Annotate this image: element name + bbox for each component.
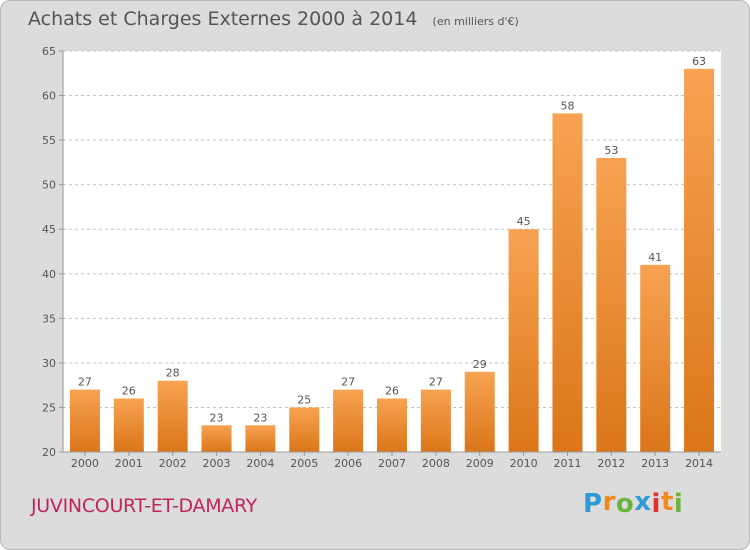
y-tick-label: 50 bbox=[42, 179, 56, 192]
logo-letter: P bbox=[583, 489, 603, 519]
bar bbox=[289, 407, 320, 452]
bar-value-label: 45 bbox=[517, 215, 531, 228]
title-row: Achats et Charges Externes 2000 à 2014 (… bbox=[28, 8, 519, 30]
bar-value-label: 23 bbox=[253, 411, 267, 424]
x-tick-label: 2012 bbox=[597, 457, 625, 470]
logo-letter: r bbox=[602, 487, 616, 517]
bar bbox=[377, 398, 407, 452]
bar bbox=[157, 380, 188, 452]
bar bbox=[245, 425, 276, 452]
y-tick-label: 35 bbox=[42, 312, 56, 325]
x-tick-label: 2002 bbox=[159, 457, 187, 470]
y-tick-label: 45 bbox=[42, 223, 56, 236]
bar-value-label: 27 bbox=[341, 376, 355, 389]
bars: 27 26 28 23 23 25 27 26 27 29 45 58 53 41 63 bbox=[69, 55, 715, 453]
y-tick-label: 40 bbox=[42, 268, 56, 281]
bar-value-label: 63 bbox=[692, 55, 706, 68]
x-tick-label: 2003 bbox=[203, 457, 231, 470]
x-tick-label: 2011 bbox=[553, 457, 581, 470]
x-tick-label: 2005 bbox=[290, 457, 318, 470]
y-tick-label: 65 bbox=[42, 45, 56, 58]
bar bbox=[113, 398, 144, 452]
bar bbox=[201, 425, 232, 452]
bar-value-label: 23 bbox=[210, 411, 224, 424]
bar-value-label: 25 bbox=[297, 393, 311, 406]
bar bbox=[420, 389, 451, 452]
x-tick-label: 2014 bbox=[685, 457, 713, 470]
commune-name: JUVINCOURT-ET-DAMARY bbox=[31, 495, 257, 517]
y-tick-label: 60 bbox=[42, 90, 56, 103]
bar bbox=[69, 389, 100, 452]
bar bbox=[508, 229, 539, 452]
bar-value-label: 28 bbox=[166, 367, 180, 380]
chart-title: Achats et Charges Externes 2000 à 2014 bbox=[28, 8, 418, 30]
bar bbox=[684, 68, 715, 453]
chart-unit: (en milliers d'€) bbox=[432, 15, 519, 28]
x-tick-label: 2010 bbox=[510, 457, 538, 470]
logo-letter: i bbox=[651, 489, 661, 519]
bar-value-label: 29 bbox=[473, 358, 487, 371]
y-tick-label: 30 bbox=[42, 357, 56, 370]
bar-value-label: 58 bbox=[560, 99, 574, 112]
x-tick-label: 2001 bbox=[115, 457, 143, 470]
bar-value-label: 26 bbox=[385, 385, 399, 398]
logo-letter: i bbox=[673, 489, 684, 519]
bar-value-label: 27 bbox=[429, 376, 443, 389]
x-tick-label: 2006 bbox=[334, 457, 362, 470]
y-tick-label: 20 bbox=[42, 446, 56, 459]
bar-value-label: 41 bbox=[648, 251, 662, 264]
bar bbox=[333, 389, 364, 452]
bar-value-label: 26 bbox=[122, 385, 136, 398]
bar bbox=[640, 264, 671, 452]
bar-value-label: 53 bbox=[604, 144, 618, 157]
x-tick-label: 2000 bbox=[71, 457, 99, 470]
logo-letter: x bbox=[634, 487, 652, 517]
y-tick-label: 25 bbox=[42, 401, 56, 414]
x-tick-label: 2008 bbox=[422, 457, 450, 470]
bar bbox=[464, 371, 495, 452]
y-axis: 20 25 30 35 40 45 50 55 60 65 bbox=[42, 45, 64, 459]
logo-letter: o bbox=[615, 489, 635, 519]
x-axis: 2000 2001 2002 2003 2004 2005 2006 2007 2008 2009… bbox=[63, 451, 721, 470]
x-tick-label: 2004 bbox=[246, 457, 274, 470]
logo-letter: t bbox=[660, 487, 674, 517]
y-tick-label: 55 bbox=[42, 134, 56, 147]
bar bbox=[552, 113, 583, 452]
bar bbox=[596, 157, 627, 452]
x-tick-label: 2013 bbox=[641, 457, 669, 470]
x-tick-label: 2009 bbox=[466, 457, 494, 470]
x-tick-label: 2007 bbox=[378, 457, 406, 470]
bar-value-label: 27 bbox=[78, 376, 92, 389]
proxiti-logo: Proxiti bbox=[583, 487, 684, 519]
